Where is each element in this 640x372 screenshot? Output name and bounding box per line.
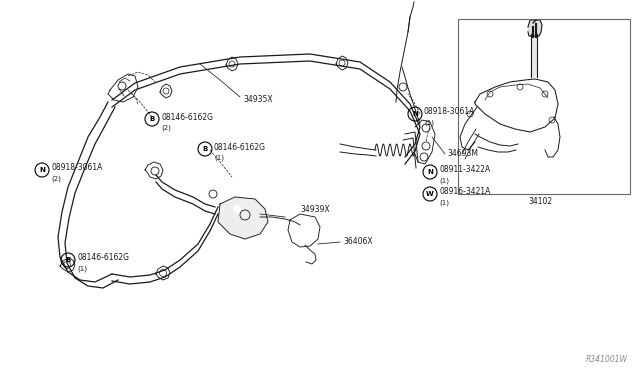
Text: 08146-6162G: 08146-6162G (77, 253, 129, 263)
Text: N: N (412, 111, 418, 117)
Text: 34935X: 34935X (243, 94, 273, 103)
Polygon shape (531, 37, 537, 77)
Text: B: B (202, 146, 207, 152)
Text: (1): (1) (424, 120, 434, 126)
Polygon shape (218, 197, 268, 239)
Text: (1): (1) (77, 266, 87, 272)
Circle shape (233, 205, 241, 213)
Text: 08146-6162G: 08146-6162G (161, 112, 213, 122)
Text: 08146-6162G: 08146-6162G (214, 142, 266, 151)
Text: 34939X: 34939X (300, 205, 330, 215)
Text: (1): (1) (439, 178, 449, 184)
Text: 36406X: 36406X (343, 237, 372, 247)
Text: 08918-3061A: 08918-3061A (51, 164, 102, 173)
Text: W: W (426, 191, 434, 197)
Text: 34693M: 34693M (447, 150, 478, 158)
Text: 08918-3061A: 08918-3061A (424, 108, 476, 116)
Text: R341001W: R341001W (586, 355, 628, 364)
Text: (1): (1) (439, 200, 449, 206)
Text: N: N (39, 167, 45, 173)
Text: (1): (1) (214, 155, 224, 161)
Text: 08911-3422A: 08911-3422A (439, 166, 490, 174)
Polygon shape (528, 20, 542, 36)
Text: 08916-3421A: 08916-3421A (439, 187, 490, 196)
Text: (2): (2) (161, 125, 171, 131)
Text: 34102: 34102 (528, 198, 552, 206)
Text: N: N (427, 169, 433, 175)
Text: B: B (65, 257, 70, 263)
Text: (2): (2) (51, 176, 61, 182)
FancyBboxPatch shape (458, 19, 630, 194)
Text: B: B (149, 116, 155, 122)
